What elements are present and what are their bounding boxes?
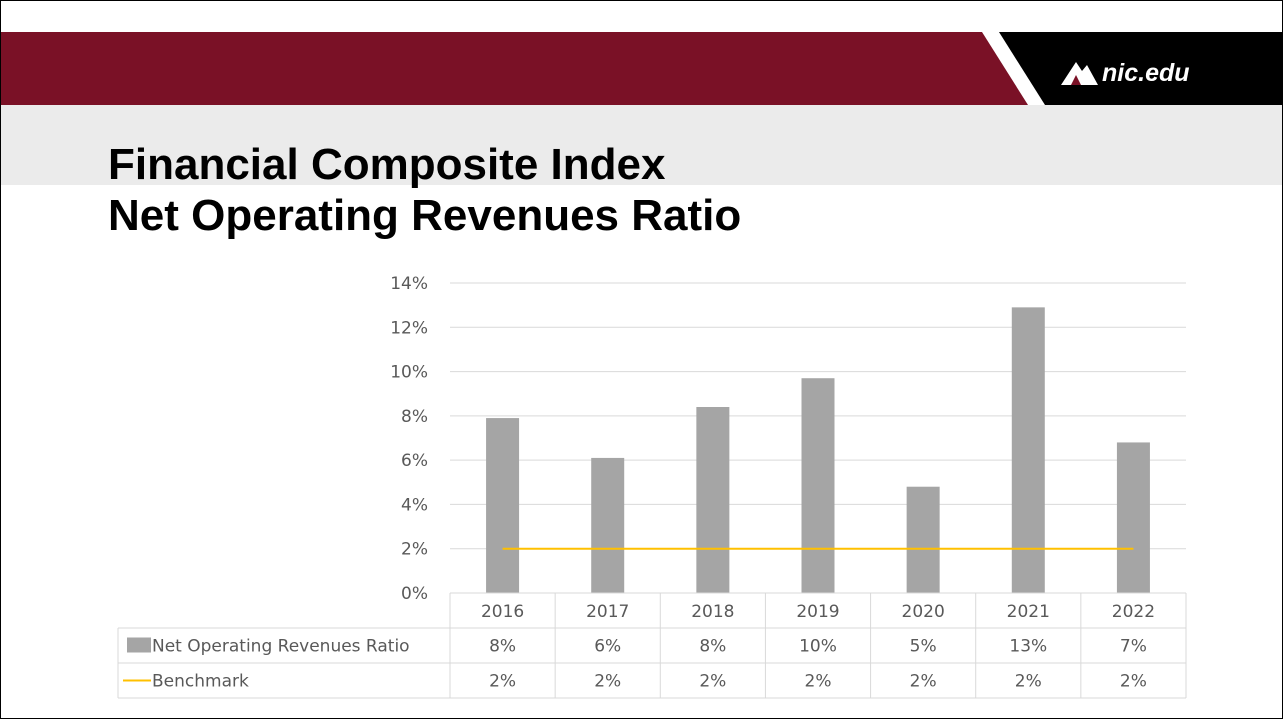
data-table-value: 2% [1120,672,1147,692]
x-category-label: 2019 [796,602,839,622]
y-tick-label: 0% [401,584,428,604]
x-category-label: 2017 [586,602,629,622]
series-name: Benchmark [152,672,249,692]
bar [591,457,625,593]
bar [801,378,835,593]
series-name: Net Operating Revenues Ratio [152,637,410,657]
data-table-value: 10% [799,637,837,657]
y-tick-label: 4% [401,495,428,515]
data-table: 2016 2017 2018 2019 2020 2021 2022 Net Operatin… [117,592,1187,699]
data-table-value: 8% [699,637,726,657]
bar [1116,442,1150,593]
mountain-icon [1061,62,1098,85]
data-table-value: 2% [594,672,621,692]
data-table-value: 2% [489,672,516,692]
x-category-label: 2022 [1112,602,1155,622]
y-tick-label: 6% [401,451,428,471]
data-table-value: 2% [699,672,726,692]
logo-tab [999,32,1282,105]
bar [486,418,520,593]
data-table-value: 8% [489,637,516,657]
maroon-banner [1,32,1028,105]
data-table-value: 7% [1120,637,1147,657]
mountain-peak-icon [1071,75,1081,85]
header-banner: nic.edu [1,32,1282,185]
bar [906,486,940,593]
y-tick-label: 2% [401,540,428,560]
x-category-label: 2021 [1007,602,1050,622]
y-tick-label: 14% [390,274,428,294]
data-table-value: 2% [910,672,937,692]
title-band [1,105,1282,185]
data-table-value: 5% [910,637,937,657]
bars [486,307,1150,593]
data-table-value: 2% [805,672,832,692]
y-axis-ticks: 0% 2% 4% 6% 8% 10% 12% 14% [390,274,428,604]
y-tick-label: 8% [401,407,428,427]
x-category-label: 2018 [691,602,734,622]
title-line-2: Net Operating Revenues Ratio [108,191,742,240]
x-category-label: 2016 [481,602,524,622]
y-tick-label: 12% [390,318,428,338]
bar [1011,307,1045,593]
legend-key-bar [127,637,151,653]
y-tick-label: 10% [390,363,428,383]
x-category-label: 2020 [902,602,945,622]
title-line-1: Financial Composite Index [108,140,666,189]
data-table-value: 2% [1015,672,1042,692]
logo-text: nic.edu [1102,59,1190,87]
page-title: Financial Composite Index Net Operating … [108,139,741,241]
logo: nic.edu [1061,59,1190,87]
bar [696,407,730,593]
data-table-value: 13% [1009,637,1047,657]
data-table-value: 6% [594,637,621,657]
